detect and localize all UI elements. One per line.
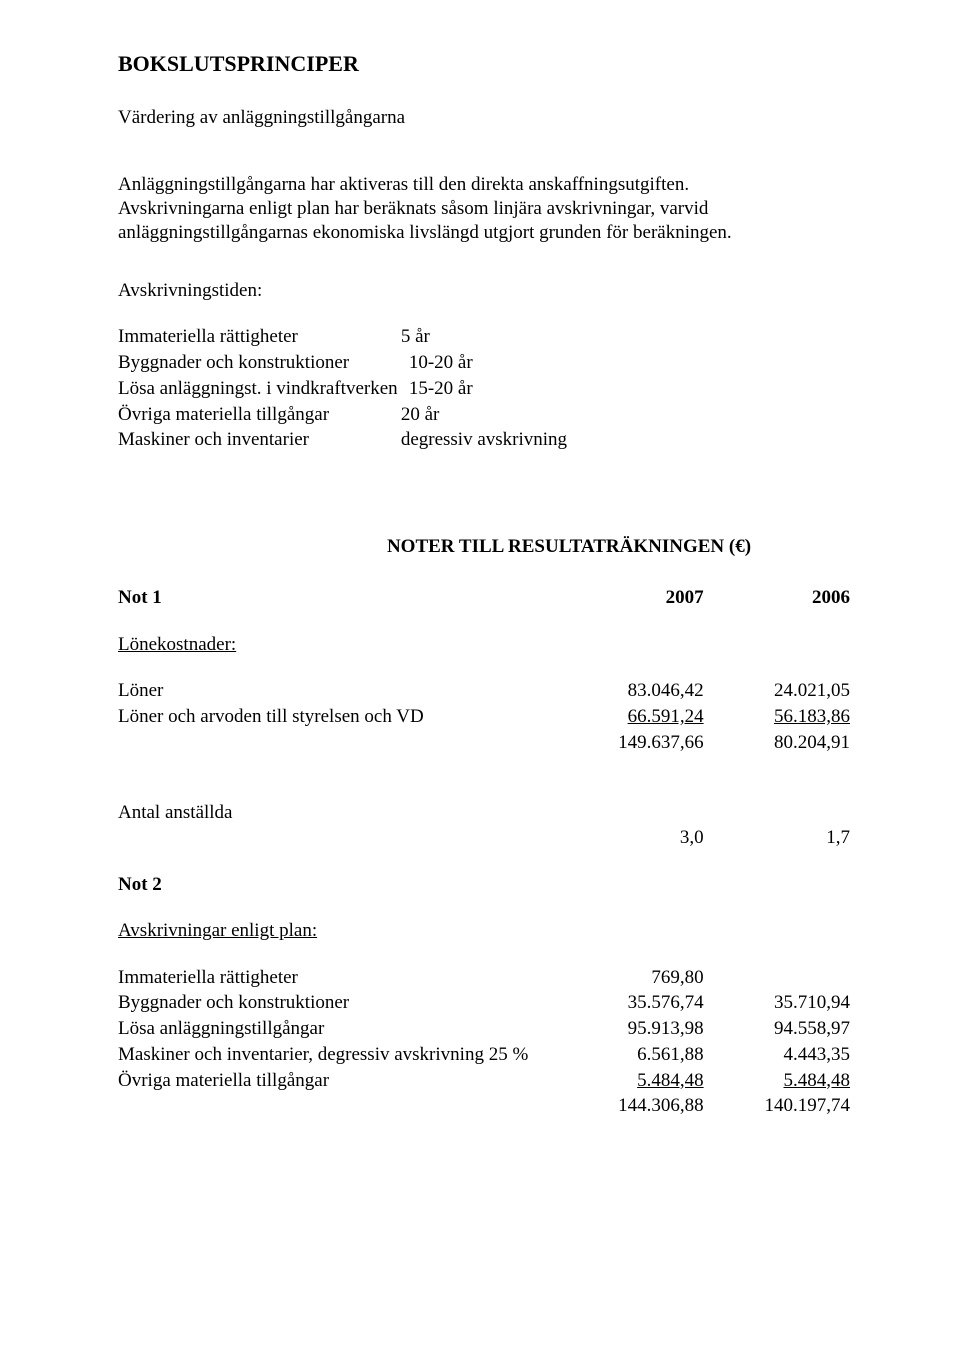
row-value-1: 83.046,42 [557,678,703,704]
total-value-2: 80.204,91 [704,730,850,756]
row-value-2: 56.183,86 [704,704,850,730]
not1-year1: 2007 [557,585,703,611]
table-row: Löner och arvoden till styrelsen och VD … [118,704,850,730]
antal-value-1: 3,0 [557,825,703,851]
avskriv-row-value: 10-20 år [401,350,733,376]
avskriv-row-value: 15-20 år [401,376,733,402]
table-row: Maskiner och inventarier degressiv avskr… [118,427,733,453]
avskriv-row-value: degressiv avskrivning [401,427,733,453]
row-label: Byggnader och konstruktioner [118,990,557,1016]
avskriv-row-label: Immateriella rättigheter [118,324,401,350]
avskriv-row-value: 20 år [401,402,733,428]
avskrivningstiden-label: Avskrivningstiden: [118,279,850,303]
page-title: BOKSLUTSPRINCIPER [118,50,850,78]
avskriv-row-label: Övriga materiella tillgångar [118,402,401,428]
total-value-2: 140.197,74 [704,1093,850,1119]
row-value-1: 35.576,74 [557,990,703,1016]
not1-header-row: Not 1 2007 2006 [118,585,850,611]
not2-label: Not 2 [118,873,850,897]
table-row: Antal anställda [118,800,850,826]
row-label: Maskiner och inventarier, degressiv avsk… [118,1042,557,1068]
row-label: Lösa anläggningstillgångar [118,1016,557,1042]
antal-value-2: 1,7 [704,825,850,851]
lonekostnader-table: Löner 83.046,42 24.021,05 Löner och arvo… [118,678,850,755]
row-value-2: 94.558,97 [704,1016,850,1042]
row-value-1: 66.591,24 [557,704,703,730]
avskriv-row-label: Maskiner och inventarier [118,427,401,453]
avskriv-row-label: Lösa anläggningst. i vindkraftverken [118,376,401,402]
table-row: Lösa anläggningst. i vindkraftverken 15-… [118,376,733,402]
row-value-1: 6.561,88 [557,1042,703,1068]
row-value-2: 4.443,35 [704,1042,850,1068]
paragraph-1: Anläggningstillgångarna har aktiveras ti… [118,173,850,244]
row-label: Löner [118,678,557,704]
avskrivningstiden-table: Immateriella rättigheter 5 år Byggnader … [118,324,733,453]
total-value-1: 144.306,88 [557,1093,703,1119]
table-row: Byggnader och konstruktioner 10-20 år [118,350,733,376]
not1-label: Not 1 [118,585,557,611]
subheading: Värdering av anläggningstillgångarna [118,106,850,130]
table-row-total: 144.306,88 140.197,74 [118,1093,850,1119]
not1-table: Not 1 2007 2006 [118,585,850,611]
row-value-1: 769,80 [557,965,703,991]
avskriv-row-value: 5 år [401,324,733,350]
row-value-2: 5.484,48 [704,1068,850,1094]
lonekostnader-label: Lönekostnader: [118,633,850,657]
table-row: Immateriella rättigheter 5 år [118,324,733,350]
notes-heading: NOTER TILL RESULTATRÄKNINGEN (€) [288,535,850,559]
not2-table: Immateriella rättigheter 769,80 Byggnade… [118,965,850,1120]
row-value-1: 5.484,48 [557,1068,703,1094]
document-page: BOKSLUTSPRINCIPER Värdering av anläggnin… [0,0,960,1370]
antal-anstallda-table: Antal anställda 3,0 1,7 [118,800,850,852]
row-label: Löner och arvoden till styrelsen och VD [118,704,557,730]
table-row: Övriga materiella tillgångar 20 år [118,402,733,428]
paragraph-1-line-1: Anläggningstillgångarna har aktiveras ti… [118,174,689,195]
paragraph-1-line-2: Avskrivningarna enligt plan har beräknat… [118,198,708,219]
table-row: 3,0 1,7 [118,825,850,851]
table-row: Byggnader och konstruktioner 35.576,74 3… [118,990,850,1016]
table-row: Övriga materiella tillgångar 5.484,48 5.… [118,1068,850,1094]
table-row: Lösa anläggningstillgångar 95.913,98 94.… [118,1016,850,1042]
row-label: Övriga materiella tillgångar [118,1068,557,1094]
total-value-1: 149.637,66 [557,730,703,756]
row-value-2 [704,965,850,991]
not1-year2: 2006 [704,585,850,611]
table-row: Maskiner och inventarier, degressiv avsk… [118,1042,850,1068]
row-label: Immateriella rättigheter [118,965,557,991]
table-row: Löner 83.046,42 24.021,05 [118,678,850,704]
row-value-2: 24.021,05 [704,678,850,704]
antal-label: Antal anställda [118,800,557,826]
avskriv-row-label: Byggnader och konstruktioner [118,350,401,376]
row-value-1: 95.913,98 [557,1016,703,1042]
paragraph-1-line-3: anläggningstillgångarnas ekonomiska livs… [118,222,732,243]
table-row: Immateriella rättigheter 769,80 [118,965,850,991]
table-row-total: 149.637,66 80.204,91 [118,730,850,756]
avskrivningar-plan-label: Avskrivningar enligt plan: [118,919,850,943]
row-value-2: 35.710,94 [704,990,850,1016]
